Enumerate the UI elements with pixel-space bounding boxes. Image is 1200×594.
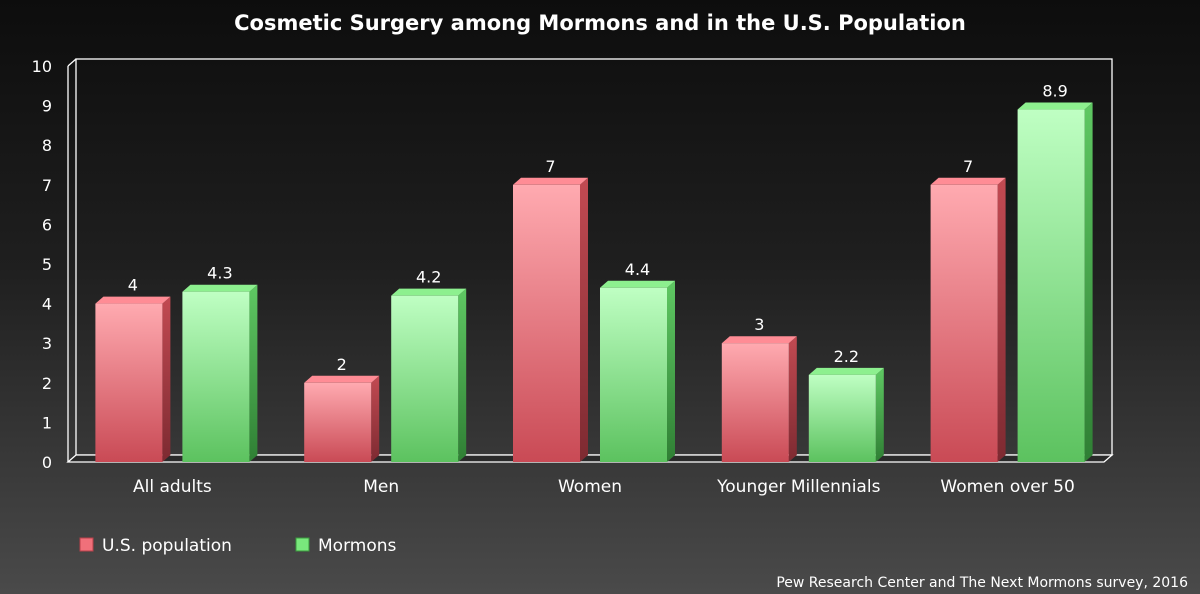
legend-swatch-mormons <box>295 537 310 552</box>
source-note: Pew Research Center and The Next Mormons… <box>776 575 1188 591</box>
legend: U.S. population Mormons <box>79 536 396 556</box>
y-tick-label: 8 <box>42 136 52 155</box>
data-label: 7 <box>963 157 973 176</box>
legend-swatch-us-population <box>79 537 94 552</box>
bar-group <box>95 102 1093 463</box>
bar-top-us-population <box>304 375 380 383</box>
bar-side-mormons <box>667 280 675 462</box>
bar-top-us-population <box>721 336 797 344</box>
bar-side-mormons <box>249 284 258 462</box>
bar-side-mormons <box>875 367 884 462</box>
bar-side-us-population <box>788 336 797 462</box>
bar-top-mormons <box>808 367 884 375</box>
bar-side-us-population <box>997 177 1006 463</box>
x-tick-label: Men <box>363 477 399 497</box>
y-tick-label: 2 <box>42 374 52 393</box>
frame-edge <box>67 58 77 67</box>
y-tick-label: 5 <box>42 255 52 274</box>
bar-mormons <box>1017 109 1085 462</box>
y-tick-label: 7 <box>42 176 52 195</box>
bar-top-us-population <box>930 177 1006 185</box>
y-tick-label: 10 <box>32 57 52 76</box>
bar-top-mormons <box>1017 102 1093 110</box>
data-label: 2.2 <box>834 347 859 366</box>
data-label: 3 <box>754 315 764 334</box>
data-labels: 4 4.3 2 4.2 7 4.4 3 2.2 7 8.9 <box>128 82 1068 374</box>
bar-side-mormons <box>458 288 467 462</box>
bar-us-population <box>721 343 789 462</box>
bar-side-us-population <box>162 296 171 462</box>
x-axis-ticks: All adults Men Women Younger Millennials Wom… <box>133 477 1075 497</box>
y-tick-label: 9 <box>42 97 52 116</box>
bar-us-population <box>304 382 372 462</box>
bar-top-us-population <box>95 296 171 304</box>
chart-title: Cosmetic Surgery among Mormons and in th… <box>234 11 966 35</box>
data-label: 4.4 <box>625 260 650 279</box>
bar-top-mormons <box>182 284 258 292</box>
y-tick-label: 6 <box>42 215 52 234</box>
bar-mormons <box>600 287 667 462</box>
x-tick-label: Women <box>558 477 622 497</box>
data-label: 7 <box>545 157 555 176</box>
y-tick-label: 3 <box>42 334 52 353</box>
bar-side-us-population <box>580 177 588 463</box>
y-tick-label: 4 <box>42 295 52 314</box>
y-axis-ticks: 0 1 2 3 4 5 6 7 8 9 10 <box>32 57 52 472</box>
bar-us-population <box>95 303 163 462</box>
bar-top-mormons <box>391 288 467 296</box>
x-tick-label: All adults <box>133 477 212 497</box>
x-tick-label: Women over 50 <box>940 477 1074 497</box>
x-tick-label: Younger Millennials <box>716 477 880 497</box>
bar-us-population <box>513 184 580 463</box>
bar-side-us-population <box>371 375 380 462</box>
y-tick-label: 0 <box>42 453 52 472</box>
y-tick-label: 1 <box>42 413 52 432</box>
legend-label: Mormons <box>318 536 396 556</box>
data-label: 8.9 <box>1042 82 1067 101</box>
legend-label: U.S. population <box>102 536 232 556</box>
bar-side-mormons <box>1084 102 1093 462</box>
data-label: 4.2 <box>416 268 441 287</box>
bar-mormons <box>808 374 876 462</box>
bar-top-us-population <box>513 177 588 185</box>
bar-mormons <box>182 291 250 462</box>
data-label: 2 <box>337 355 347 374</box>
bar-top-mormons <box>600 280 675 288</box>
data-label: 4.3 <box>207 264 232 283</box>
bar-us-population <box>930 184 998 463</box>
data-label: 4 <box>128 276 138 295</box>
bar-mormons <box>391 295 459 462</box>
